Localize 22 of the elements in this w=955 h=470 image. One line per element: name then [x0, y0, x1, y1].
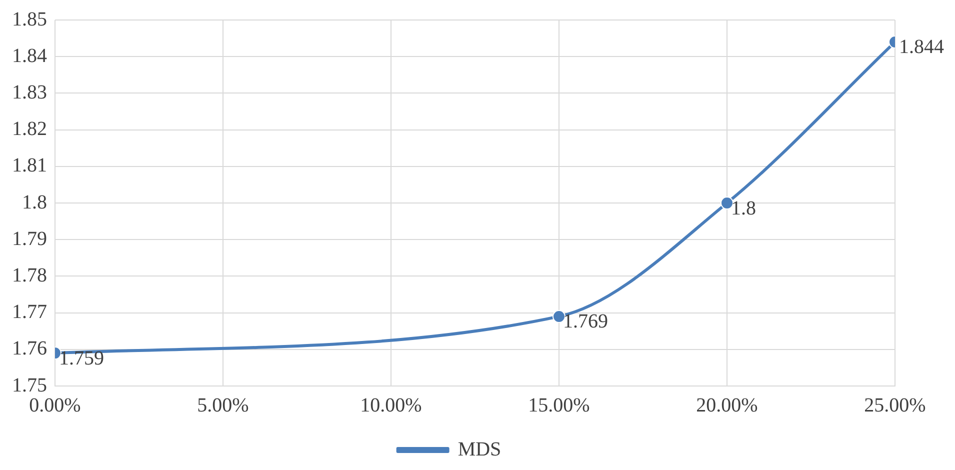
data-label: 1.759	[59, 347, 104, 370]
data-label: 1.8	[731, 197, 756, 220]
x-tick-label: 15.00%	[528, 394, 590, 416]
x-tick-label: 0.00%	[29, 394, 81, 416]
y-tick-label: 1.78	[12, 264, 47, 286]
x-tick-label: 10.00%	[360, 394, 422, 416]
x-tick-label: 5.00%	[197, 394, 249, 416]
data-label: 1.844	[899, 36, 944, 58]
y-tick-label: 1.84	[12, 44, 47, 67]
x-tick-label: 20.00%	[696, 394, 758, 416]
y-tick-label: 1.79	[12, 228, 47, 250]
y-tick-label: 1.82	[12, 118, 47, 140]
y-tick-label: 1.8	[22, 191, 47, 214]
y-tick-label: 1.76	[12, 338, 47, 360]
y-tick-label: 1.81	[12, 154, 47, 177]
legend-label: MDS	[458, 438, 502, 460]
data-label: 1.769	[563, 310, 608, 333]
y-tick-label: 1.85	[12, 8, 47, 30]
x-tick-label: 25.00%	[864, 394, 926, 416]
y-tick-label: 1.77	[12, 301, 47, 324]
y-tick-label: 1.75	[12, 374, 47, 396]
y-tick-label: 1.83	[12, 81, 47, 104]
